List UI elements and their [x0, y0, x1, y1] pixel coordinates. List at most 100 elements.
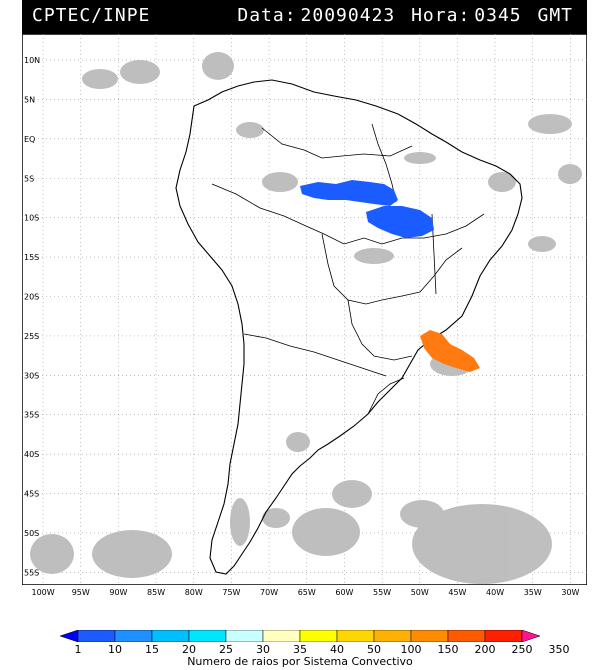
colorbar [60, 630, 540, 642]
map-header: CPTEC/INPE Data: 20090423 Hora: 0345 GMT [22, 0, 587, 34]
border-line [381, 213, 485, 245]
cloud-patch [92, 530, 172, 578]
longitude-label: 90W [109, 588, 128, 597]
colorbar-tick-label: 35 [293, 643, 307, 656]
colorbar-tick-label: 1 [74, 643, 82, 656]
border-line [211, 183, 383, 245]
colorbar-swatch [336, 630, 375, 642]
latitude-label: 40S [24, 450, 39, 459]
source-title: CPTEC/INPE [32, 5, 151, 26]
colorbar-swatch [262, 630, 301, 642]
colorbar-tick-label: 250 [511, 643, 533, 656]
longitude-label: 65W [297, 588, 316, 597]
colorbar-tick-label: 15 [145, 643, 159, 656]
longitude-label: 40W [486, 588, 505, 597]
longitude-label: 100W [31, 588, 55, 597]
border-line [419, 247, 463, 293]
cloud-patch [332, 480, 372, 508]
timezone: GMT [537, 5, 573, 26]
latitude-label: 10N [24, 56, 40, 65]
border-line [321, 233, 421, 305]
border-line [243, 333, 387, 377]
date-label: Data: [237, 5, 297, 26]
colorbar-swatch [521, 630, 540, 642]
colorbar-swatch [410, 630, 449, 642]
latitude-label: 50S [24, 529, 39, 538]
border-line [367, 377, 405, 415]
cloud-patch [236, 122, 264, 138]
longitude-label: 35W [523, 588, 542, 597]
cloud-patch [404, 152, 436, 164]
south-america-outline [175, 79, 523, 575]
colorbar-swatch [225, 630, 264, 642]
colorbar-tick-label: 25 [219, 643, 233, 656]
colorbar-swatch [151, 630, 190, 642]
colorbar-tick-label: 350 [548, 643, 570, 656]
cloud-patch [262, 508, 290, 528]
longitude-label: 45W [448, 588, 467, 597]
colorbar-title: Numero de raios por Sistema Convectivo [187, 655, 413, 668]
border-line [347, 299, 413, 361]
latitude-label: 20S [24, 292, 39, 301]
colorbar-swatch [60, 630, 79, 642]
longitude-label: 60W [335, 588, 354, 597]
colorbar-tick-label: 40 [330, 643, 344, 656]
longitude-label: 70W [260, 588, 279, 597]
cloud-patch [528, 114, 572, 134]
timestamp: Data: 20090423 Hora: 0345 GMT [233, 5, 573, 26]
cloud-patch [262, 172, 298, 192]
time-label: Hora: [411, 5, 471, 26]
longitude-label: 30W [561, 588, 580, 597]
map-border [22, 34, 587, 585]
colorbar-swatch [484, 630, 523, 642]
latitude-label: 25S [24, 332, 39, 341]
colorbar-swatch [373, 630, 412, 642]
cloud-patch [400, 500, 444, 528]
date-value: 20090423 [300, 5, 396, 26]
latitude-label: 55S [24, 568, 39, 577]
colorbar-swatch [114, 630, 153, 642]
lightning-map: 10N 5N EQ 5S 10S 15S 20S 25S 30S 35S 40S 45S 50S 55S [22, 34, 587, 585]
latitude-label: 45S [24, 490, 39, 499]
cloud-patch [230, 498, 250, 546]
cloud-patch [412, 504, 552, 584]
convective-system-south-atlantic [420, 330, 480, 372]
latitude-label: EQ [24, 135, 35, 144]
longitude-label: 80W [184, 588, 203, 597]
longitude-label: 85W [147, 588, 166, 597]
border-line [261, 127, 413, 159]
satellite-cloud-cover [30, 52, 582, 584]
cloud-patch [528, 236, 556, 252]
cloud-patch [30, 534, 74, 574]
colorbar-swatch [188, 630, 227, 642]
cloud-patch [354, 248, 394, 264]
longitude-label: 95W [71, 588, 90, 597]
convective-system-amazon-south [366, 206, 434, 238]
colorbar-tick-label: 150 [437, 643, 459, 656]
map-canvas: 10N 5N EQ 5S 10S 15S 20S 25S 30S 35S 40S 45S 50S 55S [22, 34, 587, 585]
latitude-label: 35S [24, 411, 39, 420]
latitude-label: 15S [24, 253, 39, 262]
convective-system-amazon-north [300, 180, 398, 206]
cloud-patch [82, 69, 118, 89]
latitude-label: 5S [24, 174, 34, 183]
colorbar-tick-label: 20 [182, 643, 196, 656]
colorbar-swatch [299, 630, 338, 642]
cloud-patch [286, 432, 310, 452]
longitude-label: 55W [373, 588, 392, 597]
colorbar-tick-label: 200 [474, 643, 496, 656]
cloud-patch [120, 60, 160, 84]
cloud-patch [202, 52, 234, 80]
latitude-labels: 10N 5N EQ 5S 10S 15S 20S 25S 30S 35S 40S 45S 50S 55S [24, 56, 40, 577]
colorbar-tick-label: 10 [108, 643, 122, 656]
longitude-label: 50W [410, 588, 429, 597]
colorbar-swatch [447, 630, 486, 642]
latitude-label: 5N [24, 95, 35, 104]
colorbar-tick-label: 30 [256, 643, 270, 656]
cloud-patch [558, 164, 582, 184]
cloud-patch [488, 172, 516, 192]
cloud-patch [292, 508, 360, 556]
colorbar-tick-label: 50 [367, 643, 381, 656]
latitude-label: 10S [24, 214, 39, 223]
colorbar-tick-label: 100 [400, 643, 422, 656]
